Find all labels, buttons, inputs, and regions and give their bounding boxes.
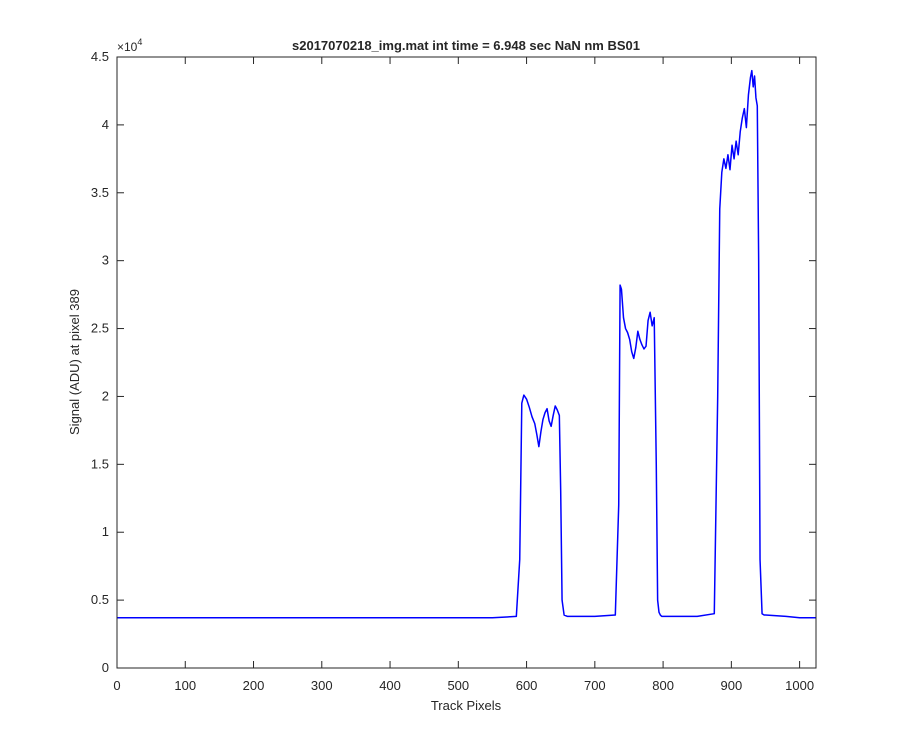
x-tick-label: 300 xyxy=(311,678,333,693)
y-tick-label: 4.5 xyxy=(91,49,109,64)
signal-line xyxy=(117,69,816,619)
y-exponent-base: ×10 xyxy=(117,40,138,54)
x-tick-label: 400 xyxy=(379,678,401,693)
y-exponent-power: 4 xyxy=(137,37,142,47)
y-exponent-label: ×104 xyxy=(117,37,142,54)
x-tick-label: 900 xyxy=(721,678,743,693)
x-tick-label: 200 xyxy=(243,678,265,693)
x-tick-label: 500 xyxy=(447,678,469,693)
y-tick-label: 2.5 xyxy=(91,321,109,336)
y-axis-label: Signal (ADU) at pixel 389 xyxy=(67,289,82,435)
y-tick-label: 3.5 xyxy=(91,185,109,200)
y-axis: 0 0.5 1 1.5 2 2.5 3 3.5 4 4.5 xyxy=(91,49,816,675)
x-axis-label: Track Pixels xyxy=(431,698,502,713)
x-tick-label: 100 xyxy=(174,678,196,693)
y-tick-label: 1 xyxy=(102,524,109,539)
y-tick-label: 3 xyxy=(102,253,109,268)
y-tick-label: 1.5 xyxy=(91,456,109,471)
x-tick-label: 800 xyxy=(652,678,674,693)
series-layer xyxy=(117,69,816,619)
plot-area xyxy=(117,57,816,668)
x-tick-label: 1000 xyxy=(785,678,814,693)
axes-box xyxy=(116,56,817,669)
y-tick-label: 0 xyxy=(102,660,109,675)
x-tick-label: 600 xyxy=(516,678,538,693)
y-tick-label: 2 xyxy=(102,388,109,403)
x-axis: 0 100 200 300 400 500 600 700 800 900 1000 xyxy=(113,57,814,693)
svg-text:×104: ×104 xyxy=(117,37,142,54)
chart-title: s2017070218_img.mat int time = 6.948 sec… xyxy=(292,38,640,53)
y-tick-label: 0.5 xyxy=(91,592,109,607)
x-tick-label: 700 xyxy=(584,678,606,693)
x-tick-label: 0 xyxy=(113,678,120,693)
y-tick-label: 4 xyxy=(102,117,109,132)
